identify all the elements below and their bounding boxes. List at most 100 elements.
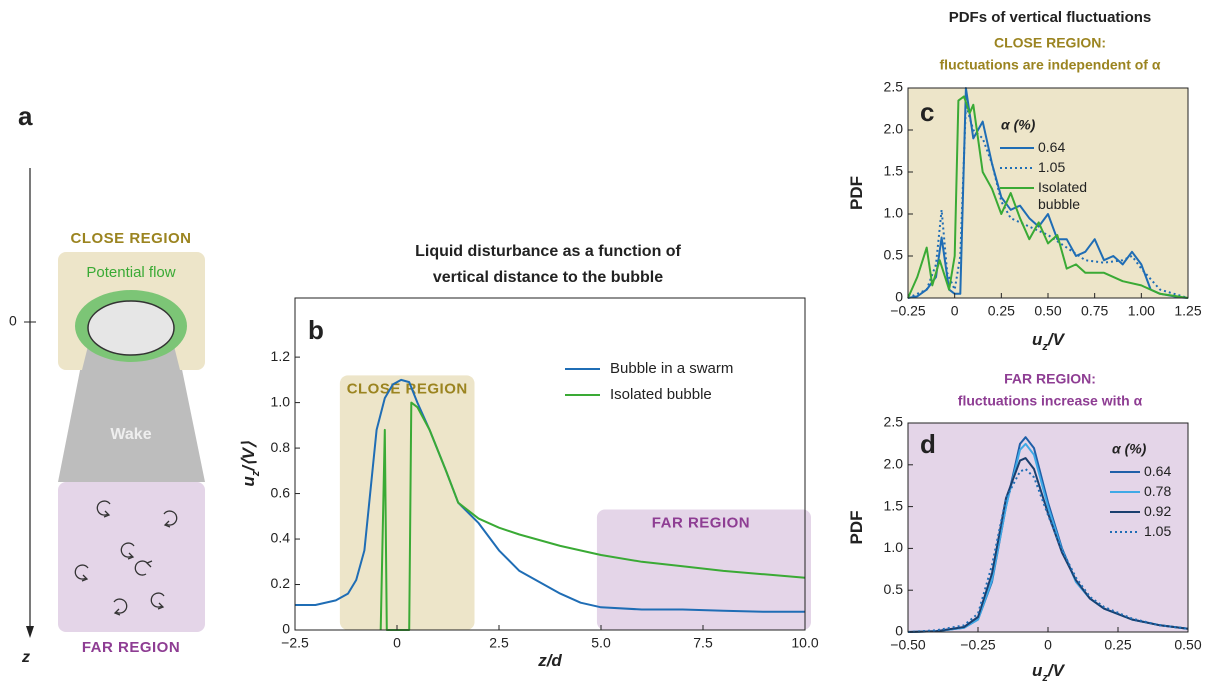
legend-entry: 0.64: [1038, 139, 1065, 155]
chart: FAR REGION: fluctuations increase with α d…: [847, 371, 1201, 684]
panel-a: a 0 z CLOSE REGION Potential flow Wake F…: [9, 101, 205, 666]
legend-label: 0.64: [1144, 463, 1172, 479]
region: [596, 509, 811, 630]
label-part: u: [239, 476, 258, 487]
y-tick-label: 1.5: [884, 497, 904, 513]
label-part: z: [1041, 341, 1048, 353]
x-tick-label: 10.0: [791, 635, 818, 651]
panel-letter: d: [920, 429, 936, 459]
z-zero: 0: [9, 313, 17, 329]
y-tick-label: 0.6: [271, 484, 291, 500]
panel-letter: a: [18, 101, 33, 131]
x-tick-label: −0.25: [890, 303, 926, 319]
x-tick-label: 5.0: [591, 635, 611, 651]
x-axis-label: z/d: [537, 651, 562, 670]
x-tick-label: 0.50: [1174, 637, 1201, 653]
chart-title: fluctuations are independent of α: [940, 57, 1161, 73]
far-label: FAR REGION: [82, 639, 180, 656]
x-tick-label: −0.50: [890, 637, 926, 653]
label-part: z: [1041, 672, 1048, 684]
panel-letter: c: [920, 97, 934, 127]
y-tick-label: 2.0: [884, 456, 904, 472]
y-tick-label: 1.0: [884, 205, 904, 221]
y-tick-label: 2.0: [884, 121, 904, 137]
x-axis-label: uz/V: [1032, 330, 1066, 352]
eddy-head: [163, 520, 171, 528]
x-tick-label: 0: [951, 303, 959, 319]
x-tick-label: 0: [1044, 637, 1052, 653]
eddy: [163, 510, 178, 526]
chart-title: Liquid disturbance as a function of: [415, 243, 681, 260]
y-tick-label: 1.0: [884, 539, 904, 555]
y-tick-label: 0.5: [884, 581, 904, 597]
bubble: [87, 300, 175, 356]
eddy-head: [113, 608, 121, 616]
plot-frame: [294, 297, 806, 631]
y-tick-label: 0: [895, 289, 903, 305]
y-tick-label: 0.8: [271, 439, 291, 455]
y-tick-label: 0: [282, 621, 290, 637]
eddy-head: [157, 602, 165, 610]
y-tick-label: 0: [895, 623, 903, 639]
chart-title: CLOSE REGION:: [994, 35, 1106, 51]
legend-label: 1.05: [1144, 523, 1172, 539]
plot-frame: [907, 87, 1189, 299]
chart: CLOSE REGION FAR REGION Liquid disturbance…: [239, 243, 818, 670]
legend-entry: 0.78: [1144, 483, 1171, 499]
eddy: [113, 598, 128, 614]
x-tick-label: 7.5: [693, 635, 713, 651]
label-part: /V: [1047, 661, 1066, 680]
chart: CLOSE REGION: fluctuations are independen…: [847, 35, 1201, 353]
chart-title: FAR REGION:: [1004, 371, 1096, 387]
z-arrow: [26, 626, 34, 638]
x-tick-label: 1.00: [1128, 303, 1155, 319]
x-axis-label: uz/V: [1032, 661, 1066, 683]
series-line: [907, 87, 1189, 299]
eddies: [74, 500, 178, 616]
label-part: /V: [1047, 330, 1066, 349]
plot-background: [908, 423, 1188, 632]
label-part: u: [1032, 661, 1043, 680]
eddy-head: [145, 560, 153, 568]
label-part: z/d: [537, 651, 562, 670]
panel-letter: b: [308, 315, 324, 345]
pdf-title: PDFs of vertical fluctuations: [949, 9, 1152, 26]
legend-label: Isolated bubble: [610, 386, 712, 403]
x-tick-label: 0.25: [1104, 637, 1131, 653]
x-tick-label: 0.50: [1034, 303, 1061, 319]
potential-flow-label: Potential flow: [86, 264, 175, 281]
legend-entry: Isolated bubble: [610, 386, 712, 403]
series-line: [907, 95, 1189, 299]
series-line: [907, 468, 1189, 633]
legend-entry: 1.05: [1144, 523, 1172, 539]
eddy: [74, 564, 89, 580]
x-tick-label: 1.25: [1174, 303, 1201, 319]
region-label: FAR REGION: [652, 514, 750, 531]
y-tick-label: 2.5: [884, 414, 904, 430]
y-axis-label: uz/⟨V⟩: [239, 441, 261, 487]
legend-entry: 1.05: [1038, 159, 1066, 175]
region-label: CLOSE REGION: [347, 380, 468, 397]
x-tick-label: 2.5: [489, 635, 509, 651]
legend-entry: 0.92: [1144, 503, 1171, 519]
plot-frame: [907, 422, 1189, 633]
eddy: [134, 560, 149, 576]
wake: [58, 340, 205, 482]
legend-entry: 0.64: [1144, 463, 1172, 479]
legend-title: α (%): [1001, 117, 1036, 133]
label-part: u: [1032, 330, 1043, 349]
x-tick-label: −2.5: [281, 635, 309, 651]
eddy-head: [103, 510, 111, 518]
legend-label: Bubble in a swarm: [610, 360, 734, 377]
y-tick-label: 0.2: [271, 575, 291, 591]
legend-entry: Isolated bubble: [1038, 179, 1088, 212]
y-tick-label: 0.5: [884, 247, 904, 263]
y-axis-label: PDF: [847, 176, 866, 210]
legend-label: Isolated bubble: [1038, 179, 1088, 212]
eddy: [96, 500, 111, 516]
legend-label: 1.05: [1038, 159, 1066, 175]
y-axis-label: PDF: [847, 511, 866, 545]
label-part: /⟨V⟩: [239, 441, 258, 472]
x-tick-label: 0.25: [988, 303, 1015, 319]
